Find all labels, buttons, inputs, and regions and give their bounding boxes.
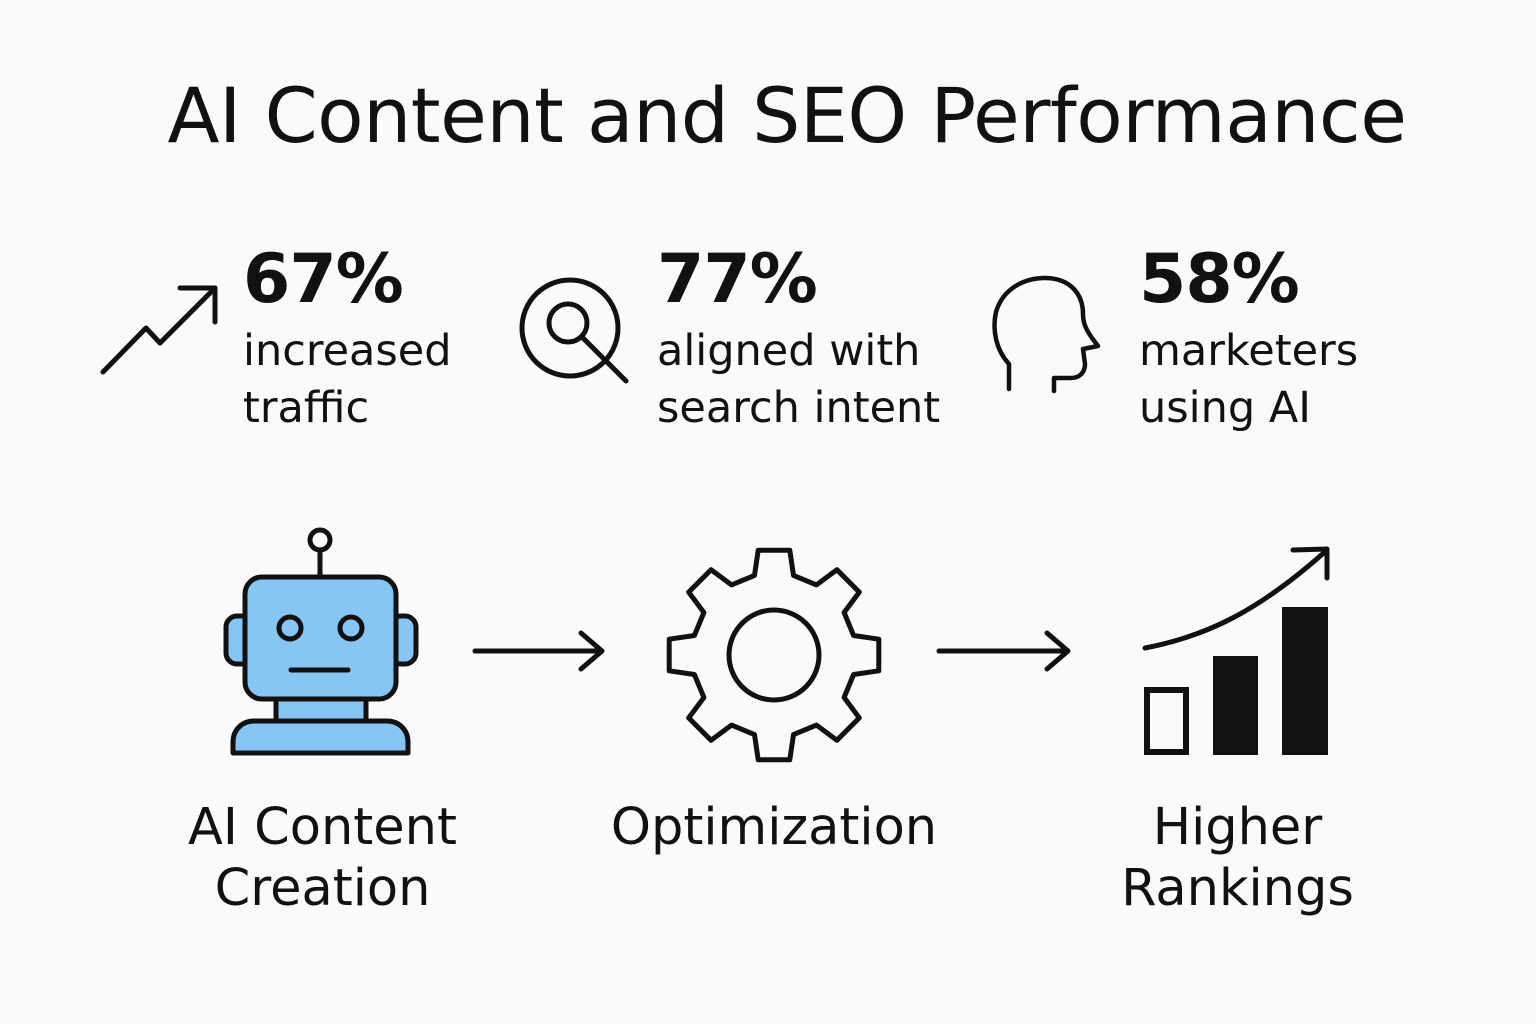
step-optimization-label: Optimization: [610, 798, 938, 857]
stat-marketers-value: 58%: [1139, 240, 1300, 319]
stat-search-intent: 77% aligned with search intent: [657, 246, 977, 437]
stat-traffic: 67% increased traffic: [243, 246, 563, 437]
bar-chart-growth-icon: [1142, 546, 1330, 755]
magnifier-target-icon: [519, 277, 629, 384]
trend-up-arrow-icon: [100, 285, 218, 375]
flow-arrow-1-icon: [472, 630, 605, 672]
stat-traffic-label: increased traffic: [243, 326, 452, 433]
stat-traffic-value: 67%: [243, 240, 404, 319]
step-ai-content-creation-label: AI Content Creation: [188, 798, 457, 918]
stat-marketers: 58% marketers using AI: [1139, 246, 1459, 437]
step-higher-rankings-label: Higher Rankings: [1121, 798, 1354, 918]
stat-marketers-label: marketers using AI: [1139, 326, 1359, 433]
flow-arrow-2-icon: [936, 630, 1071, 672]
robot-icon: [223, 527, 419, 756]
stat-search-intent-label: aligned with search intent: [657, 326, 941, 433]
page-title: AI Content and SEO Performance: [167, 71, 1407, 160]
human-head-icon: [992, 275, 1101, 394]
stat-search-intent-value: 77%: [657, 240, 818, 319]
gear-outline: [666, 547, 882, 763]
gear-icon: [666, 547, 882, 763]
